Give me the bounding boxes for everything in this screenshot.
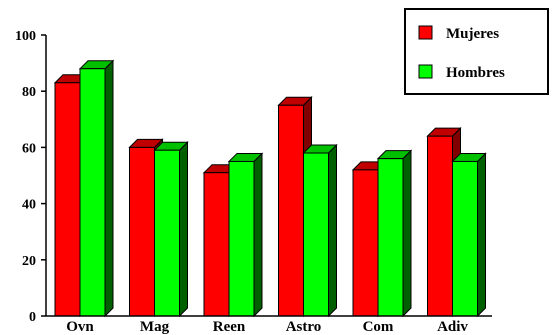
y-tick-label: 40 <box>22 198 36 213</box>
bar-front <box>228 160 255 317</box>
bar-front <box>452 160 478 317</box>
bar-front <box>303 152 329 317</box>
x-category-label: Astro <box>286 319 322 335</box>
bar-side <box>477 152 486 318</box>
x-category-label: Reen <box>213 319 246 335</box>
legend: Mujeres Hombres <box>404 8 549 95</box>
x-category-label: Adiv <box>437 319 468 335</box>
bar-hombres-mag <box>153 141 189 318</box>
y-tick-label: 100 <box>15 29 36 44</box>
bar-front <box>377 158 404 317</box>
bar-side <box>104 59 114 318</box>
legend-label-hombres: Hombres <box>446 65 505 81</box>
bars-group <box>53 59 487 318</box>
x-category-label: Ovn <box>66 319 94 335</box>
bar-front <box>278 104 304 317</box>
x-labels-group: Ovn Mag Reen Astro Com Adiv <box>66 319 468 335</box>
bar-front <box>352 169 379 317</box>
bar-side <box>253 152 263 318</box>
bar-front <box>203 172 230 317</box>
bar-front <box>54 82 81 317</box>
bar-hombres-reen <box>227 152 264 318</box>
bar-side <box>328 143 337 318</box>
legend-swatch-hombres <box>418 64 433 79</box>
legend-box <box>404 8 549 95</box>
y-tick-label: 0 <box>29 310 36 325</box>
x-category-label: Mag <box>140 319 170 335</box>
bar-front <box>129 146 155 317</box>
bar-front <box>154 149 180 317</box>
y-ticks-group: 0 20 40 60 80 100 <box>15 29 46 325</box>
bar-side <box>179 141 188 318</box>
x-category-label: Com <box>363 319 394 335</box>
bar-front <box>79 68 106 317</box>
bar-hombres-ovn <box>78 59 115 318</box>
legend-swatch-mujeres <box>418 25 433 40</box>
bar-side <box>402 149 412 318</box>
bar-hombres-com <box>376 149 413 318</box>
y-tick-label: 20 <box>22 254 36 269</box>
legend-label-mujeres: Mujeres <box>446 26 499 42</box>
bar-front <box>427 135 453 317</box>
y-tick-label: 80 <box>22 85 36 100</box>
bar-hombres-astro <box>302 143 338 318</box>
y-tick-label: 60 <box>22 141 36 156</box>
bar-hombres-adiv <box>451 152 487 318</box>
